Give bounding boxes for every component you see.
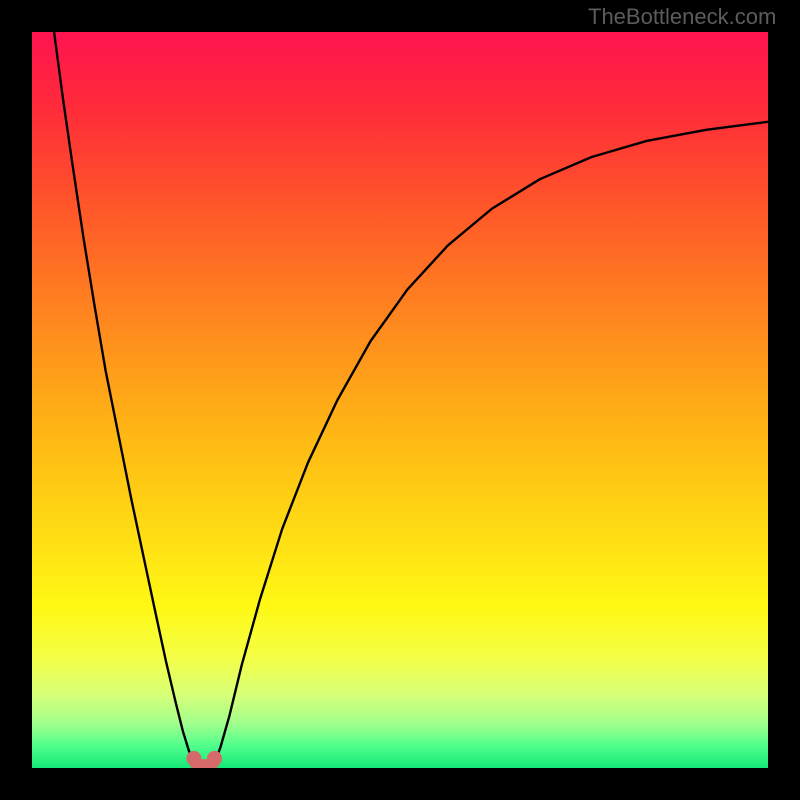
plot-area xyxy=(32,32,768,768)
marker-dot-1 xyxy=(207,751,222,766)
watermark-label: TheBottleneck.com xyxy=(588,4,776,30)
curve-layer xyxy=(32,32,768,768)
chart-container: TheBottleneck.com xyxy=(0,0,800,800)
marker-dot-0 xyxy=(186,751,201,766)
curve-left-branch xyxy=(54,32,192,759)
curve-right-branch xyxy=(216,122,768,759)
